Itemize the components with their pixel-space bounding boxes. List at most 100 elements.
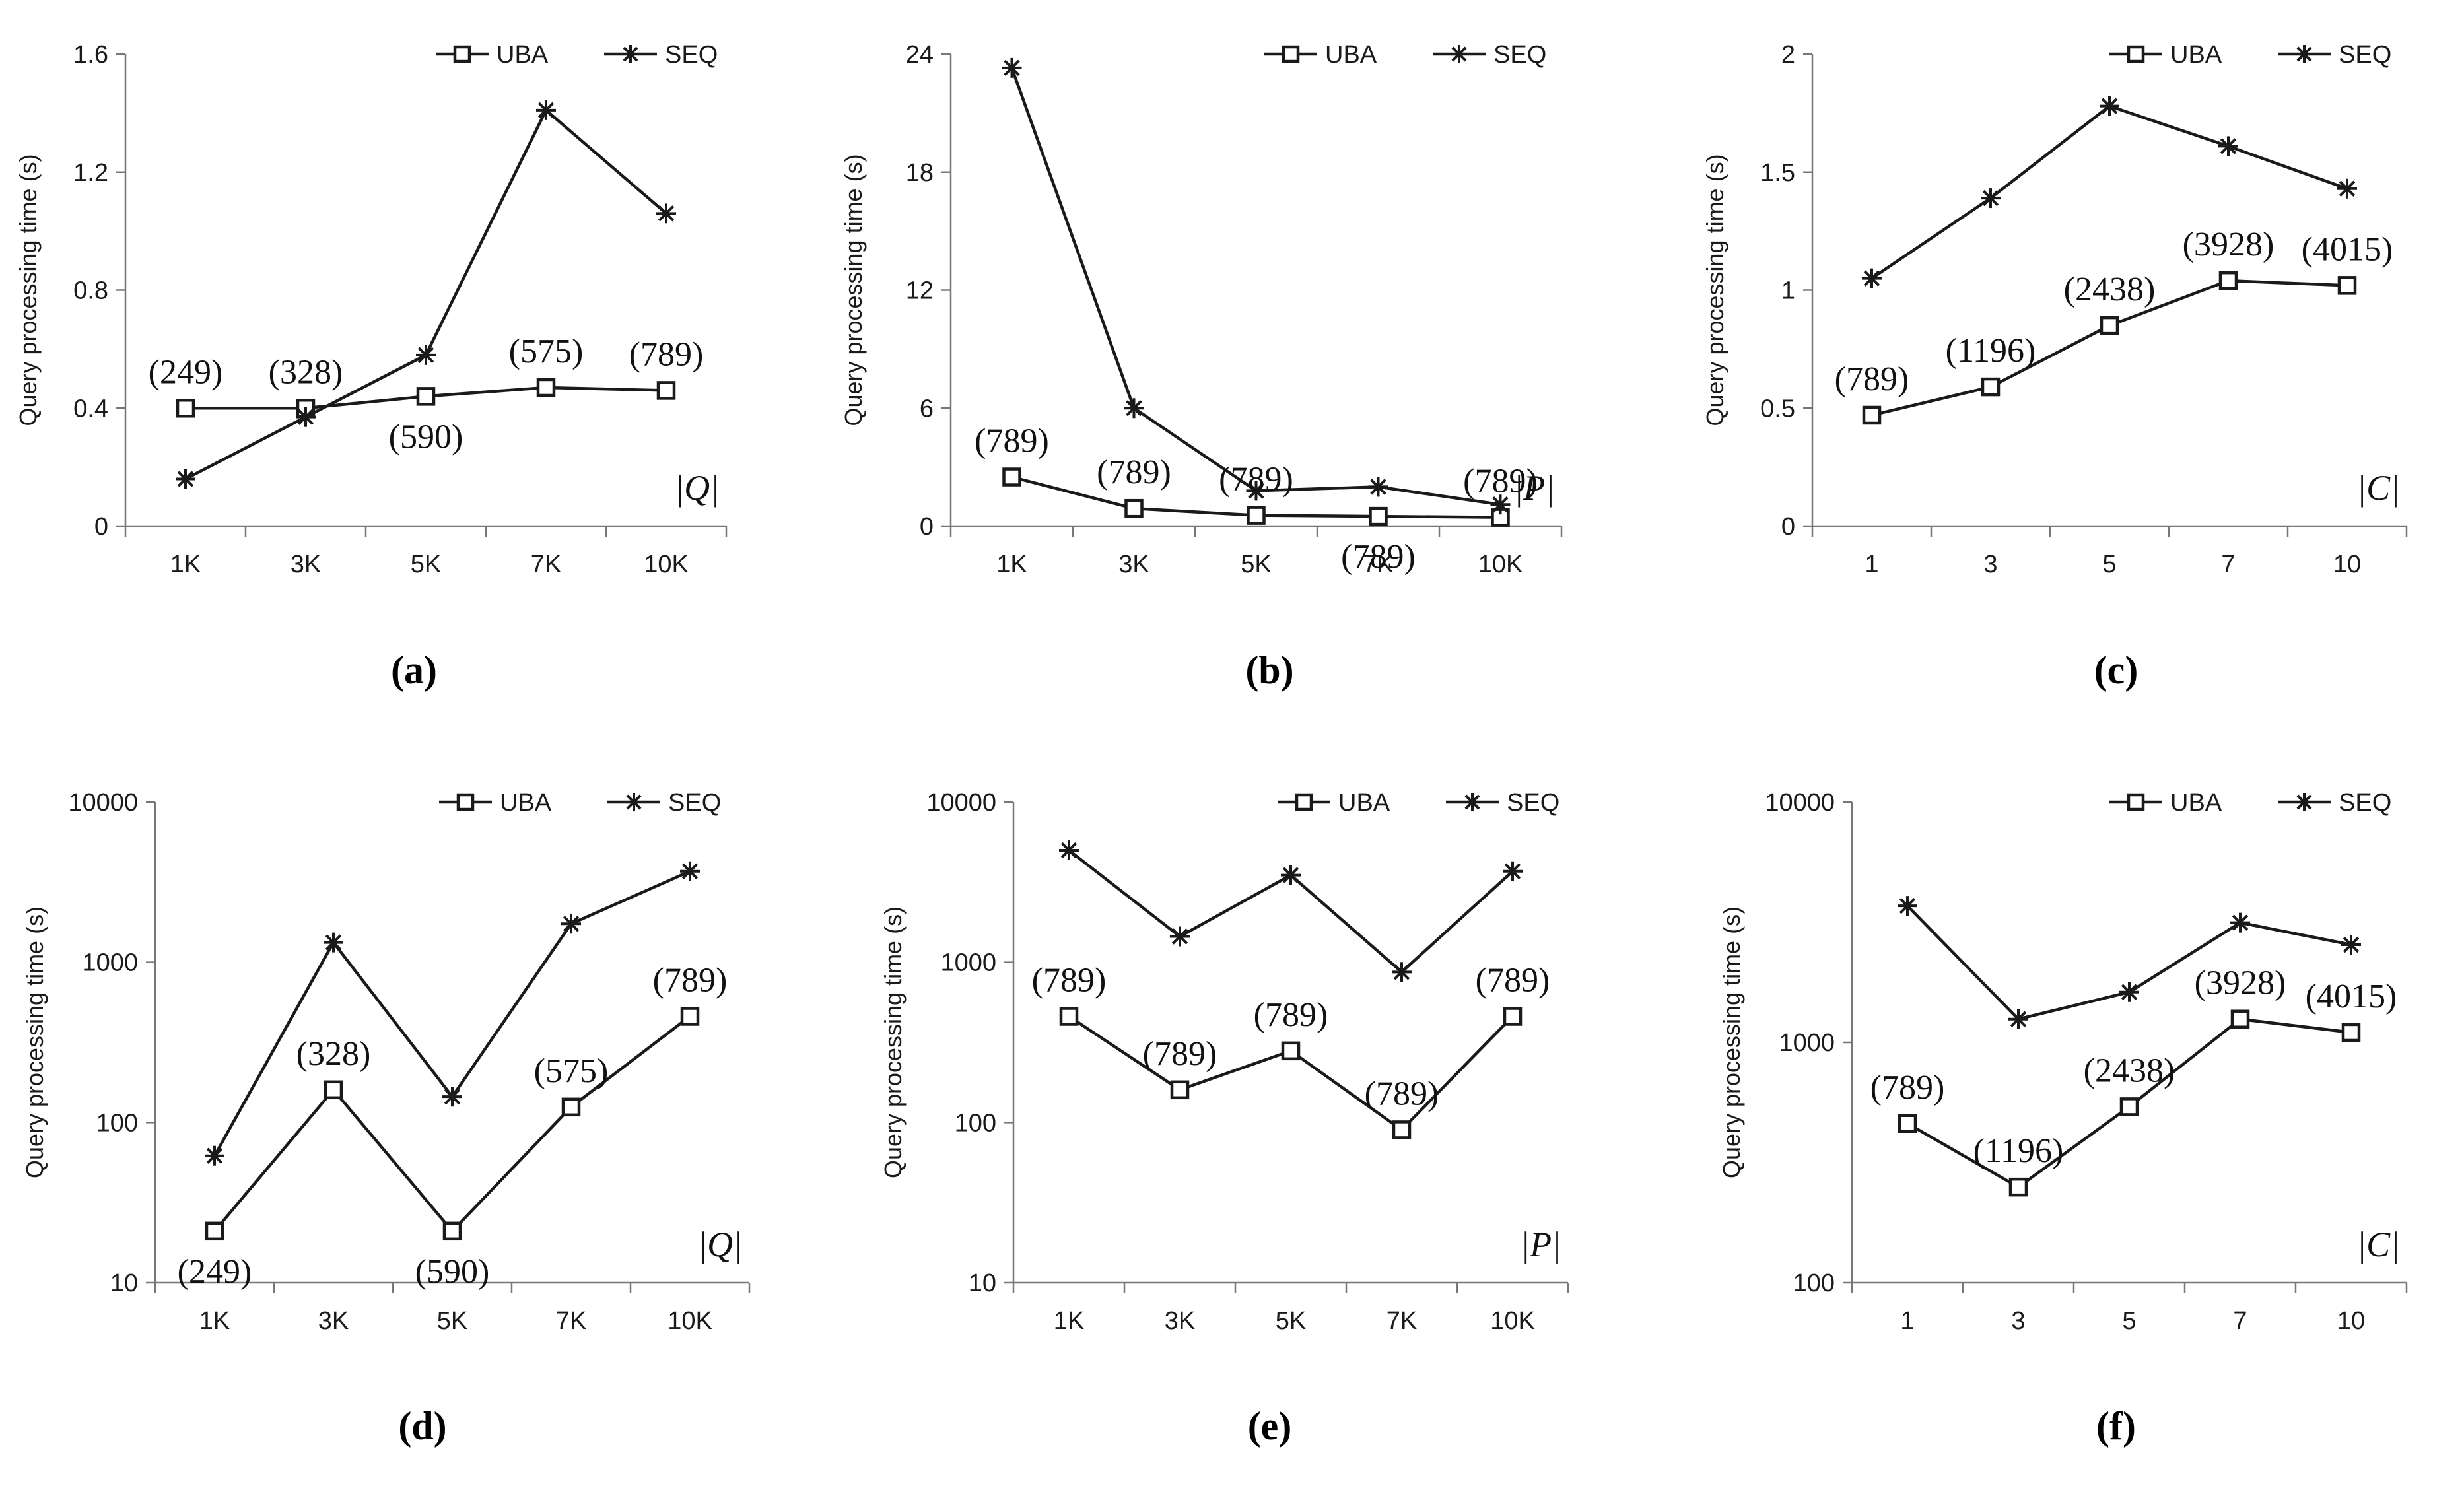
y-tick-label: 6	[920, 395, 934, 423]
uba-annotation: (789)	[1870, 1069, 1945, 1106]
uba-point	[2230, 1009, 2250, 1029]
seq-point	[1392, 962, 1412, 982]
panel-caption: (d)	[398, 1404, 446, 1448]
uba-annotation: (3928)	[2183, 226, 2275, 263]
y-tick-label: 10	[110, 1270, 138, 1297]
legend-uba-label: UBA	[2170, 41, 2222, 69]
y-tick-label: 1000	[82, 949, 138, 977]
seq-point	[2337, 178, 2357, 199]
legend-uba-label: UBA	[1325, 41, 1377, 69]
seq-point	[2341, 935, 2361, 955]
x-tick-label: 5K	[437, 1307, 467, 1335]
legend-uba-marker	[1295, 793, 1313, 811]
uba-annotation: (4015)	[2302, 230, 2393, 268]
uba-annotation: (328)	[269, 353, 343, 391]
x-tick-label: 7K	[556, 1307, 586, 1335]
y-tick-label: 1000	[940, 949, 996, 977]
uba-annotation: (328)	[296, 1035, 371, 1073]
uba-point	[1503, 1007, 1523, 1026]
y-tick-label: 12	[906, 277, 934, 305]
uba-annotation: (789)	[1476, 962, 1550, 1000]
y-tick-label: 24	[906, 41, 934, 69]
legend-seq-marker	[1450, 45, 1468, 63]
y-tick-label: 1.2	[73, 159, 108, 187]
uba-point	[1002, 467, 1021, 487]
x-tick-label: 3K	[291, 551, 321, 578]
y-tick-label: 0	[94, 513, 108, 541]
x-tick-label: 1	[1900, 1307, 1914, 1335]
series-line-seq	[1906, 904, 2352, 1021]
seq-point	[1246, 481, 1266, 501]
seq-point	[205, 1145, 224, 1166]
legend-uba-marker	[2127, 45, 2145, 63]
series-line-uba	[213, 1015, 691, 1234]
y-tick-label: 2	[1781, 41, 1795, 69]
y-axis-label: Query processing time (s)	[840, 154, 867, 426]
y-axis-label: Query processing time (s)	[879, 906, 907, 1178]
x-tick-label: 7K	[531, 551, 561, 578]
x-variable-label: |C|	[2356, 1225, 2400, 1264]
y-axis-label: Query processing time (s)	[21, 906, 48, 1178]
uba-annotation: (575)	[509, 333, 584, 370]
seq-point	[656, 203, 676, 224]
panel-caption: (e)	[1248, 1404, 1292, 1448]
uba-annotation: (1196)	[1973, 1132, 2064, 1170]
uba-annotation: (789)	[1032, 962, 1107, 1000]
x-tick-label: 10K	[644, 551, 689, 578]
legend-seq-marker	[625, 793, 643, 811]
chart-panel-5: 10 100 1000 10000 1K 3K 5K 7K 10K Query processin…	[879, 789, 1569, 1448]
uba-point	[205, 1221, 224, 1241]
seq-point	[2218, 136, 2238, 156]
uba-annotation: (789)	[1365, 1075, 1439, 1112]
uba-point	[442, 1221, 462, 1241]
x-variable-label: |C|	[2356, 468, 2400, 508]
uba-point	[1369, 506, 1388, 526]
legend-seq-label: SEQ	[2339, 789, 2391, 817]
seq-point	[442, 1087, 462, 1107]
uba-point	[1862, 405, 1882, 425]
y-axis-label: Query processing time (s)	[1718, 906, 1745, 1178]
uba-annotation: (789)	[975, 423, 1049, 460]
y-axis-label: Query processing time (s)	[1701, 154, 1728, 426]
y-tick-label: 0.8	[73, 277, 108, 305]
x-tick-label: 1K	[996, 551, 1027, 578]
uba-point	[2218, 271, 2238, 290]
legend-seq-marker	[621, 45, 640, 63]
seq-point	[2119, 982, 2139, 1002]
uba-annotation: (789)	[1463, 463, 1538, 500]
uba-point	[176, 399, 195, 418]
uba-point	[1059, 1007, 1079, 1026]
x-tick-label: 3K	[318, 1307, 349, 1335]
x-tick-label: 7K	[1363, 551, 1393, 578]
seq-point	[416, 345, 436, 365]
seq-point	[1002, 57, 1022, 78]
uba-annotation: (4015)	[2306, 978, 2397, 1015]
x-tick-label: 1	[1865, 551, 1878, 578]
uba-point	[2119, 1097, 2139, 1116]
panel-caption: (b)	[1245, 648, 1293, 692]
y-tick-label: 100	[1793, 1270, 1835, 1297]
uba-annotation: (2438)	[2084, 1052, 2175, 1089]
uba-point	[2337, 276, 2357, 295]
series-line-seq	[1010, 67, 1501, 506]
x-tick-label: 3K	[1165, 1307, 1195, 1335]
y-axis-label: Query processing time (s)	[15, 154, 42, 426]
chart-panel-3: 0 0.5 1 1.5 2 1 3 5 7 10 Query processing time (s)…	[1701, 41, 2408, 692]
x-variable-label: |Q|	[697, 1225, 743, 1264]
uba-annotation: (789)	[629, 335, 704, 373]
legend-uba-marker	[453, 45, 471, 63]
legend-uba-marker	[1282, 45, 1300, 63]
y-tick-label: 10000	[1765, 789, 1835, 817]
x-tick-label: 10K	[1478, 551, 1523, 578]
chart-panel-1: 0 0.4 0.8 1.2 1.6 1K 3K 5K 7K 10K Query processing…	[15, 41, 728, 692]
legend-seq-marker	[1463, 793, 1482, 811]
x-variable-label: |P|	[1520, 1225, 1561, 1264]
seq-point	[1124, 398, 1144, 419]
legend-seq-marker	[2295, 45, 2313, 63]
x-tick-label: 3K	[1118, 551, 1149, 578]
panel-caption: (a)	[391, 648, 437, 692]
uba-annotation: (789)	[653, 962, 728, 1000]
y-tick-label: 0	[1781, 513, 1795, 541]
legend-seq-label: SEQ	[2339, 41, 2391, 69]
uba-point	[656, 381, 676, 400]
